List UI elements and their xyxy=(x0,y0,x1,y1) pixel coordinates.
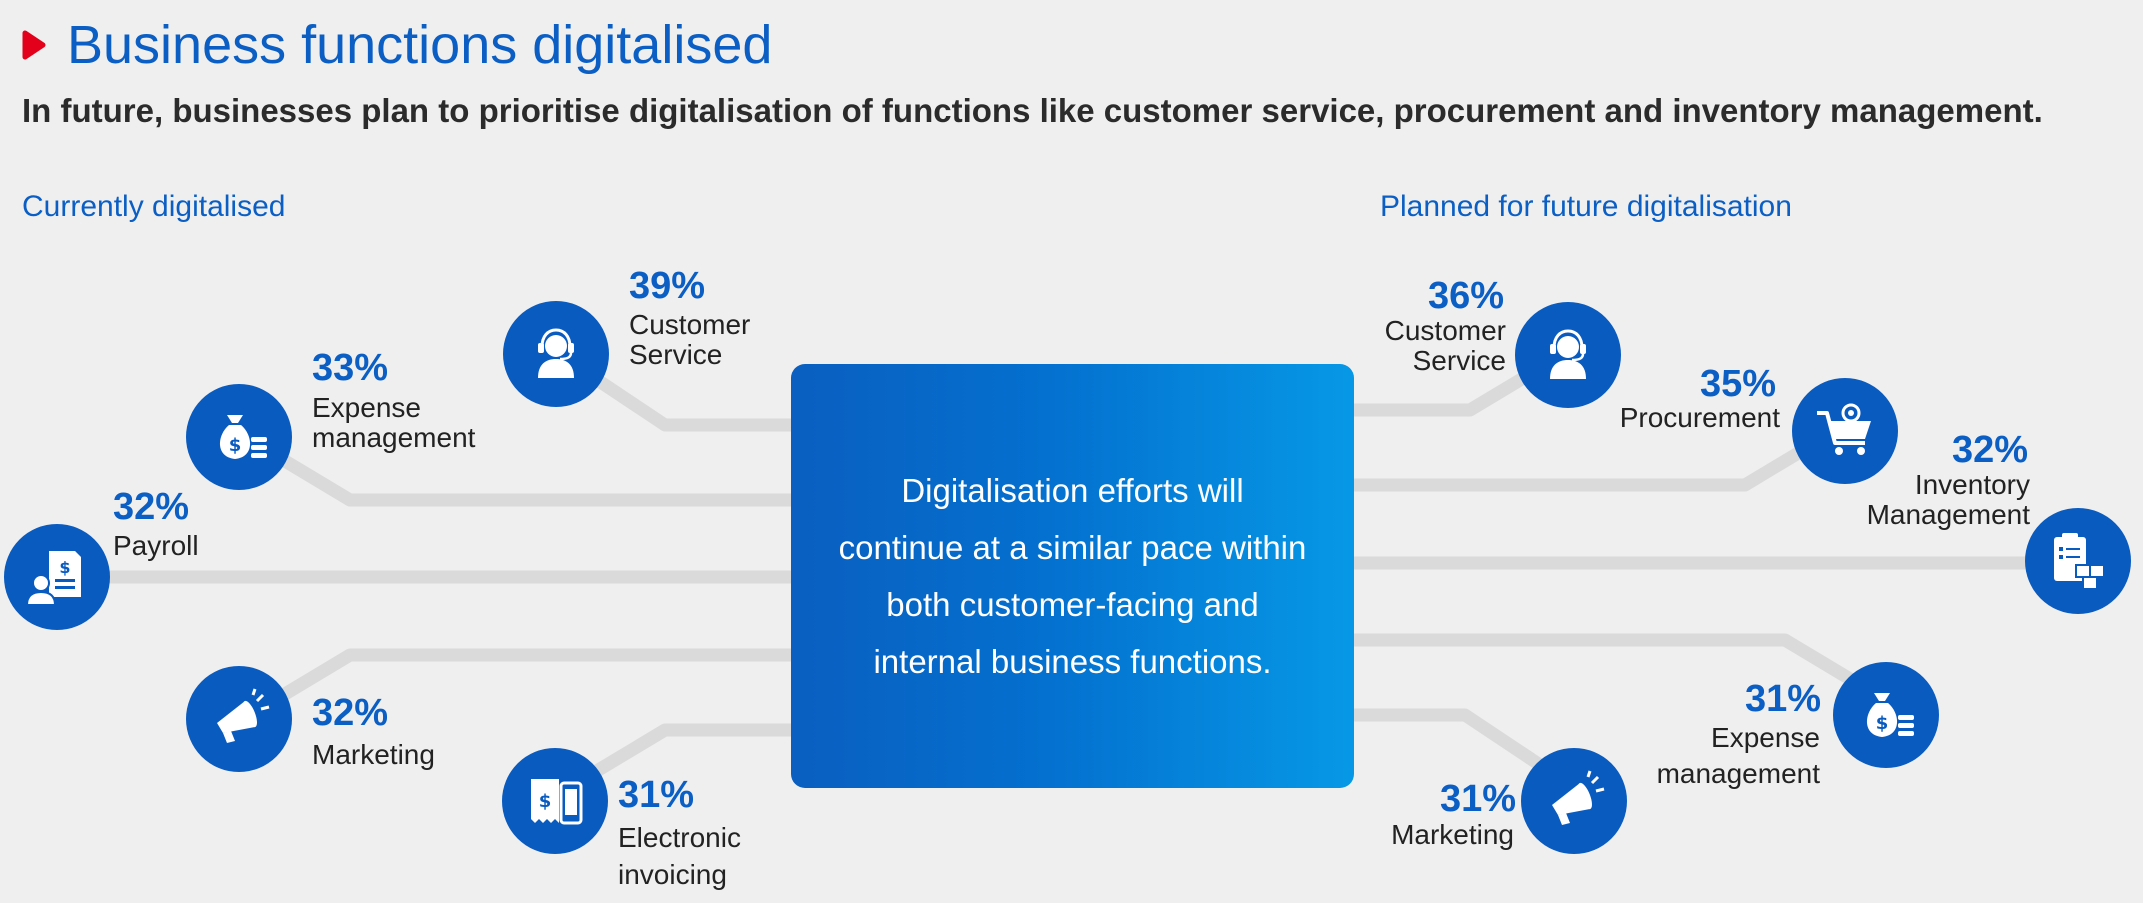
svg-text:$: $ xyxy=(59,558,70,577)
money-bag-icon: $ xyxy=(1833,662,1939,768)
current-payroll-label: Payroll xyxy=(113,530,199,561)
planned-digitalisation-label: Planned for future digitalisation xyxy=(1380,190,1792,223)
planned-inventory-label: Inventory Management xyxy=(1866,469,2030,530)
current-expense-label: Expense management xyxy=(312,392,476,453)
headset-icon xyxy=(503,301,609,407)
planned-marketing-label: Marketing xyxy=(1391,819,1514,850)
current-expense-pct: 33% xyxy=(312,347,389,389)
current-customer-service-label: Customer Service xyxy=(629,309,751,370)
svg-text:$: $ xyxy=(229,435,242,456)
current-invoicing-label: Electronic invoicing xyxy=(618,822,741,890)
current-marketing-label: Marketing xyxy=(312,739,435,770)
red-marker-icon xyxy=(22,30,46,60)
currently-digitalised-label: Currently digitalised xyxy=(22,190,286,223)
current-invoicing-pct: 31% xyxy=(618,774,695,816)
money-bag-icon: $ xyxy=(186,384,292,490)
headset-icon xyxy=(1515,302,1621,408)
connector-planned-procurement xyxy=(1343,433,1827,492)
svg-text:$: $ xyxy=(1876,713,1889,734)
inventory-icon xyxy=(2025,508,2131,614)
current-payroll-pct: 32% xyxy=(113,486,190,528)
payroll-icon: $ xyxy=(4,524,110,630)
connector-current-expense xyxy=(268,448,802,507)
connector-current-customer-service xyxy=(583,368,802,432)
connector-current-marketing xyxy=(268,648,802,707)
invoice-icon: $ xyxy=(502,748,608,854)
planned-customer-service-label: Customer Service xyxy=(1384,315,1506,376)
summary-text: Digitalisation efforts will continue at … xyxy=(838,472,1307,680)
planned-procurement-label: Procurement xyxy=(1619,402,1780,433)
current-marketing-pct: 32% xyxy=(312,692,389,734)
planned-marketing-pct: 31% xyxy=(1440,778,1517,820)
planned-inventory-pct: 32% xyxy=(1952,429,2029,471)
connector-planned-expense xyxy=(1343,633,1867,692)
connector-planned-marketing xyxy=(1343,708,1547,772)
current-customer-service-pct: 39% xyxy=(629,265,706,307)
planned-customer-service-pct: 36% xyxy=(1428,275,1505,317)
megaphone-icon xyxy=(186,666,292,772)
connector-planned-customer-service xyxy=(1343,358,1552,417)
planned-procurement-pct: 35% xyxy=(1700,363,1777,405)
cart-icon xyxy=(1792,378,1898,484)
page-title: Business functions digitalised xyxy=(67,15,773,75)
connector-current-invoicing xyxy=(583,723,802,782)
megaphone-icon xyxy=(1521,748,1627,854)
planned-expense-pct: 31% xyxy=(1745,678,1822,720)
planned-expense-label: Expense management xyxy=(1656,722,1820,789)
svg-text:$: $ xyxy=(539,791,552,812)
page-subtitle: In future, businesses plan to prioritise… xyxy=(22,92,2043,129)
summary-box: Digitalisation efforts will continue at … xyxy=(791,364,1354,788)
